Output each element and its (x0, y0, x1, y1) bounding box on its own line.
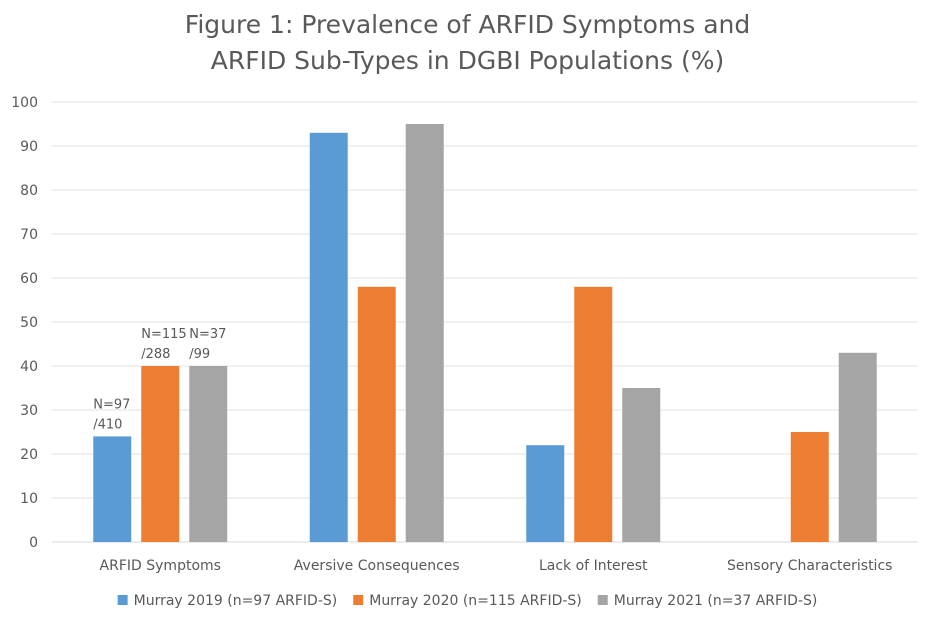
bar (141, 366, 180, 542)
data-label: /288 (141, 347, 170, 362)
legend-swatch (597, 595, 608, 605)
y-tick-label: 30 (20, 403, 38, 419)
x-category-label: Sensory Characteristics (727, 558, 892, 574)
x-category-label: ARFID Symptoms (100, 558, 221, 574)
bar (309, 132, 348, 543)
y-tick-label: 40 (20, 359, 38, 375)
y-tick-label: 20 (20, 447, 38, 463)
y-tick-label: 10 (20, 491, 38, 507)
bar (405, 124, 444, 542)
y-tick-label: 0 (29, 535, 38, 551)
y-tick-label: 80 (20, 183, 38, 199)
bar (790, 432, 829, 542)
bar (526, 445, 565, 542)
bar (838, 352, 877, 542)
data-label: /410 (93, 417, 122, 432)
legend-label: Murray 2021 (n=37 ARFID-S) (614, 593, 818, 609)
y-tick-label: 100 (11, 95, 38, 111)
y-tick-label: 50 (20, 315, 38, 331)
chart-title-line-2: ARFID Sub-Types in DGBI Populations (%) (210, 46, 725, 75)
data-label: N=115 (141, 327, 186, 342)
bar (189, 366, 228, 542)
bar (93, 436, 132, 542)
legend-label: Murray 2020 (n=115 ARFID-S) (369, 593, 582, 609)
data-label: /99 (189, 347, 210, 362)
y-tick-label: 70 (20, 227, 38, 243)
bar (574, 286, 613, 542)
x-category-label: Aversive Consequences (294, 558, 460, 574)
y-tick-label: 90 (20, 139, 38, 155)
bar (622, 388, 661, 542)
legend-label: Murray 2019 (n=97 ARFID-S) (134, 593, 338, 609)
bar (357, 286, 396, 542)
chart-title-line-1: Figure 1: Prevalence of ARFID Symptoms a… (184, 10, 751, 39)
y-tick-label: 60 (20, 271, 38, 287)
legend-swatch (117, 595, 128, 605)
data-label: N=97 (93, 397, 130, 412)
data-label: N=37 (189, 327, 226, 342)
x-category-label: Lack of Interest (539, 558, 648, 574)
legend-swatch (353, 595, 364, 605)
